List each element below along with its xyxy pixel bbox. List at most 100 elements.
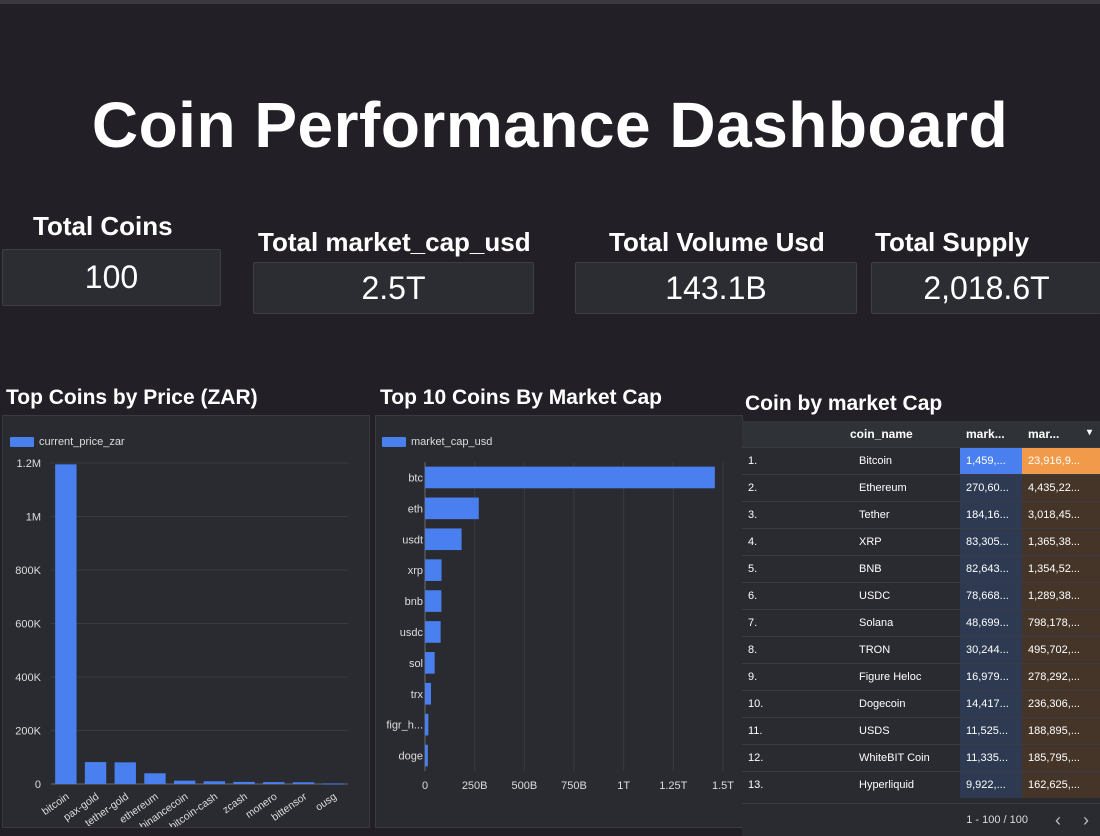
table-row[interactable]: 3. Tether 184,16... 3,018,45...	[742, 501, 1100, 529]
coin-name-cell: Hyperliquid	[844, 771, 960, 798]
cap-chart-panel: market_cap_usd 0 250B 500B 750B 1T 1.25T 1.5T b…	[375, 415, 743, 828]
kpi-total-coins-value[interactable]: 100	[2, 249, 221, 306]
bar-xrp[interactable]	[425, 559, 442, 581]
bar-figr_h...[interactable]	[425, 713, 429, 736]
x-tick-label: 1.5T	[712, 780, 734, 792]
y-tick-label: xrp	[408, 565, 423, 577]
bar-btc[interactable]	[425, 466, 715, 489]
bar-ousg[interactable]	[322, 783, 344, 785]
bar-doge[interactable]	[425, 744, 428, 767]
market-cap-cell: 14,417...	[960, 690, 1022, 718]
y-tick-label: 800K	[15, 565, 41, 577]
table-pagination: 1 - 100 / 100 ‹ ›	[742, 803, 1100, 836]
y-tick-label: btc	[408, 472, 423, 484]
x-tick-label: 750B	[561, 780, 587, 792]
market-cap-cell: 9,922,...	[960, 771, 1022, 798]
bar-pax-gold[interactable]	[84, 762, 107, 784]
table-row[interactable]: 5. BNB 82,643... 1,354,52...	[742, 555, 1100, 583]
header-coin-name[interactable]: coin_name	[844, 421, 960, 448]
bar-monero[interactable]	[263, 782, 285, 784]
cap-chart-legend[interactable]: market_cap_usd	[382, 436, 492, 448]
table-row[interactable]: 8. TRON 30,244... 495,702,...	[742, 636, 1100, 664]
kpi-volume-value[interactable]: 143.1B	[575, 262, 857, 314]
rank-cell: 12.	[742, 744, 844, 772]
header-supply-label: mar...	[1028, 427, 1060, 441]
price-chart-legend[interactable]: current_price_zar	[10, 436, 125, 448]
rank-cell: 4.	[742, 528, 844, 556]
table-row[interactable]: 2. Ethereum 270,60... 4,435,22...	[742, 474, 1100, 502]
kpi-value-text: 100	[84, 259, 139, 295]
kpi-market-cap-value[interactable]: 2.5T	[253, 262, 534, 314]
y-tick-label: usdc	[400, 627, 424, 639]
table-row[interactable]: 12. WhiteBIT Coin 11,335... 185,795,...	[742, 744, 1100, 772]
header-supply[interactable]: mar... ▾	[1022, 421, 1100, 448]
table-row[interactable]: 6. USDC 78,668... 1,289,38...	[742, 582, 1100, 610]
bar-trx[interactable]	[425, 682, 432, 705]
table-row[interactable]: 1. Bitcoin 1,459,... 23,916,9...	[742, 447, 1100, 475]
prev-page-icon[interactable]: ‹	[1055, 809, 1061, 830]
coin-name-cell: XRP	[844, 528, 960, 556]
table-row[interactable]: 10. Dogecoin 14,417... 236,306,...	[742, 690, 1100, 718]
coin-name-cell: WhiteBIT Coin	[844, 744, 960, 772]
supply-cell: 188,895,...	[1022, 717, 1100, 745]
bar-zcash[interactable]	[233, 781, 255, 784]
next-page-icon[interactable]: ›	[1083, 809, 1089, 830]
coin-name-cell: Ethereum	[844, 474, 960, 502]
bar-bittensor[interactable]	[292, 782, 315, 784]
supply-cell: 162,625,...	[1022, 771, 1100, 798]
y-tick-label: 600K	[15, 619, 41, 631]
bar-binancecoin[interactable]	[173, 780, 196, 784]
header-market-cap[interactable]: mark...	[960, 421, 1022, 448]
kpi-supply-label: Total Supply	[875, 227, 1030, 257]
y-tick-label: 0	[35, 779, 41, 791]
coin-name-cell: TRON	[844, 636, 960, 664]
kpi-market-cap-label: Total market_cap_usd	[258, 227, 531, 257]
rank-cell: 13.	[742, 771, 844, 798]
rank-cell: 6.	[742, 582, 844, 610]
supply-cell: 185,795,...	[1022, 744, 1100, 772]
bar-usdt[interactable]	[425, 528, 462, 551]
bar-bitcoin[interactable]	[55, 464, 77, 784]
coin-name-cell: Bitcoin	[844, 447, 960, 475]
rank-cell: 11.	[742, 717, 844, 745]
bar-usdc[interactable]	[425, 621, 441, 643]
table-title: Coin by market Cap	[745, 392, 943, 415]
coin-name-cell: USDC	[844, 582, 960, 610]
y-tick-label: 1.2M	[17, 458, 41, 470]
table-row[interactable]: 4. XRP 83,305... 1,365,38...	[742, 528, 1100, 556]
coin-name-cell: Dogecoin	[844, 690, 960, 718]
kpi-value-text: 2.5T	[361, 269, 426, 306]
coin-name-cell: USDS	[844, 717, 960, 745]
coin-name-cell: Figure Heloc	[844, 663, 960, 691]
table-row[interactable]: 9. Figure Heloc 16,979... 278,292,...	[742, 663, 1100, 691]
supply-cell: 3,018,45...	[1022, 501, 1100, 529]
rank-cell: 5.	[742, 555, 844, 583]
table-row[interactable]: 7. Solana 48,699... 798,178,...	[742, 609, 1100, 637]
table-header-row: coin_name mark... mar... ▾	[742, 421, 1100, 448]
table-row[interactable]: 11. USDS 11,525... 188,895,...	[742, 717, 1100, 745]
market-cap-cell: 11,525...	[960, 717, 1022, 745]
kpi-supply-value[interactable]: 2,018.6T	[871, 262, 1100, 314]
bar-ethereum[interactable]	[144, 773, 166, 784]
x-tick-label: 250B	[462, 780, 488, 792]
rank-cell: 9.	[742, 663, 844, 691]
y-tick-label: 400K	[15, 672, 41, 684]
bar-tether-gold[interactable]	[114, 762, 136, 784]
price-bar-chart: 0200K400K600K800K1M1.2Mbitcoinpax-goldte…	[15, 458, 348, 827]
market-cap-cell: 48,699...	[960, 609, 1022, 637]
price-chart-title: Top Coins by Price (ZAR)	[6, 386, 258, 409]
x-tick-label: 0	[422, 780, 428, 792]
bar-bitcoin-cash[interactable]	[203, 781, 226, 784]
market-cap-cell: 30,244...	[960, 636, 1022, 664]
legend-label: market_cap_usd	[411, 436, 493, 448]
rank-cell: 3.	[742, 501, 844, 529]
bar-eth[interactable]	[425, 497, 479, 520]
table-row[interactable]: 13. Hyperliquid 9,922,... 162,625,...	[742, 771, 1100, 798]
supply-cell: 23,916,9...	[1022, 447, 1100, 475]
sort-desc-icon[interactable]: ▾	[1086, 427, 1092, 438]
legend-swatch	[10, 437, 34, 447]
legend-swatch	[382, 437, 406, 447]
supply-cell: 236,306,...	[1022, 690, 1100, 718]
bar-sol[interactable]	[425, 652, 435, 674]
bar-bnb[interactable]	[425, 590, 442, 612]
